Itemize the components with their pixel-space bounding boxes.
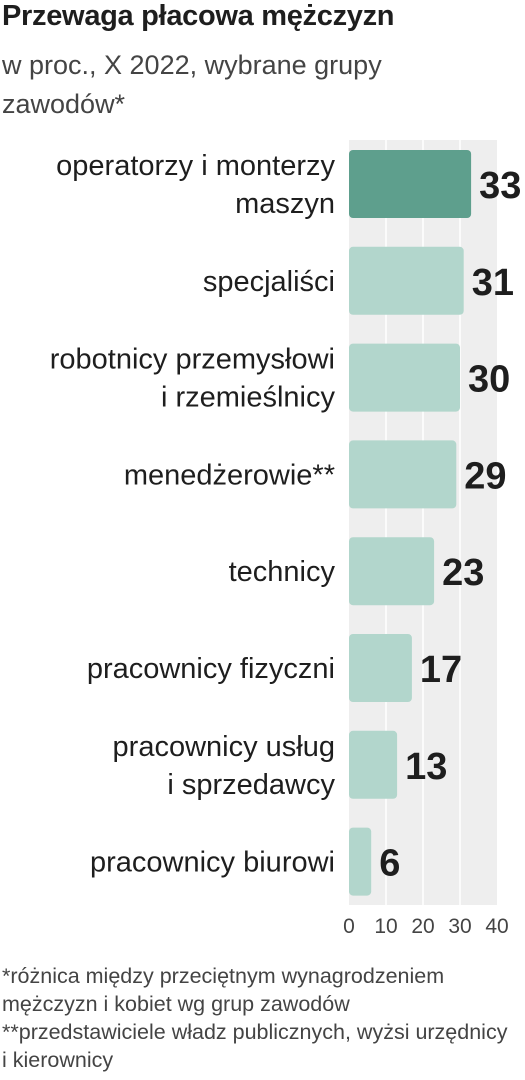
chart-title: Przewaga płacowa mężczyzn <box>2 0 395 32</box>
x-tick-40: 40 <box>485 915 508 938</box>
category-labels: operatorzy i monterzy maszyn specjaliści ro… <box>50 150 336 879</box>
category-label-8-line-1: pracownicy biurowi <box>90 847 335 879</box>
category-label-1-line-2: maszyn <box>235 188 335 220</box>
x-tick-20: 20 <box>411 915 434 938</box>
category-label-2-line-1: specjaliści <box>203 266 335 298</box>
bar-7 <box>349 730 398 799</box>
category-label-3-line-2: i rzemieślnicy <box>161 382 336 414</box>
bar-4 <box>349 440 457 509</box>
bar-6 <box>349 634 412 702</box>
category-label-3-line-1: robotnicy przemysłowi <box>50 344 335 376</box>
x-axis-ticks: 0 10 20 30 40 <box>343 915 509 938</box>
bar-3 <box>349 343 460 412</box>
category-label-1-line-1: operatorzy i monterzy <box>56 150 335 182</box>
bar-1 <box>349 150 472 218</box>
value-label-6: 17 <box>420 649 462 691</box>
category-label-4-line-1: menedżerowie** <box>124 459 335 491</box>
value-label-7: 13 <box>405 746 447 788</box>
bars <box>349 150 472 896</box>
bar-chart: operatorzy i monterzy maszyn specjaliści ro… <box>50 140 521 938</box>
value-label-5: 23 <box>442 552 484 594</box>
value-label-4: 29 <box>464 455 506 497</box>
bar-5 <box>349 537 435 606</box>
category-label-7-line-1: pracownicy usług <box>113 731 335 763</box>
category-label-6-line-1: pracownicy fizyczni <box>87 653 335 685</box>
category-label-5-line-1: technicy <box>229 556 336 588</box>
value-label-3: 30 <box>468 359 510 401</box>
value-label-8: 6 <box>379 843 400 885</box>
footnote: *różnica między przeciętnym wynagrodzeni… <box>2 964 508 1072</box>
bar-8 <box>349 827 372 896</box>
value-label-2: 31 <box>472 262 514 304</box>
category-label-7-line-2: i sprzedawcy <box>167 769 335 801</box>
x-tick-30: 30 <box>448 915 471 938</box>
x-tick-10: 10 <box>374 915 397 938</box>
bar-2 <box>349 246 464 315</box>
chart-subtitle: w proc., X 2022, wybrane grupy zawodów* <box>2 50 382 119</box>
value-labels: 33 31 30 29 23 17 13 6 <box>379 165 521 885</box>
x-tick-0: 0 <box>343 915 355 938</box>
value-label-1: 33 <box>479 165 521 207</box>
